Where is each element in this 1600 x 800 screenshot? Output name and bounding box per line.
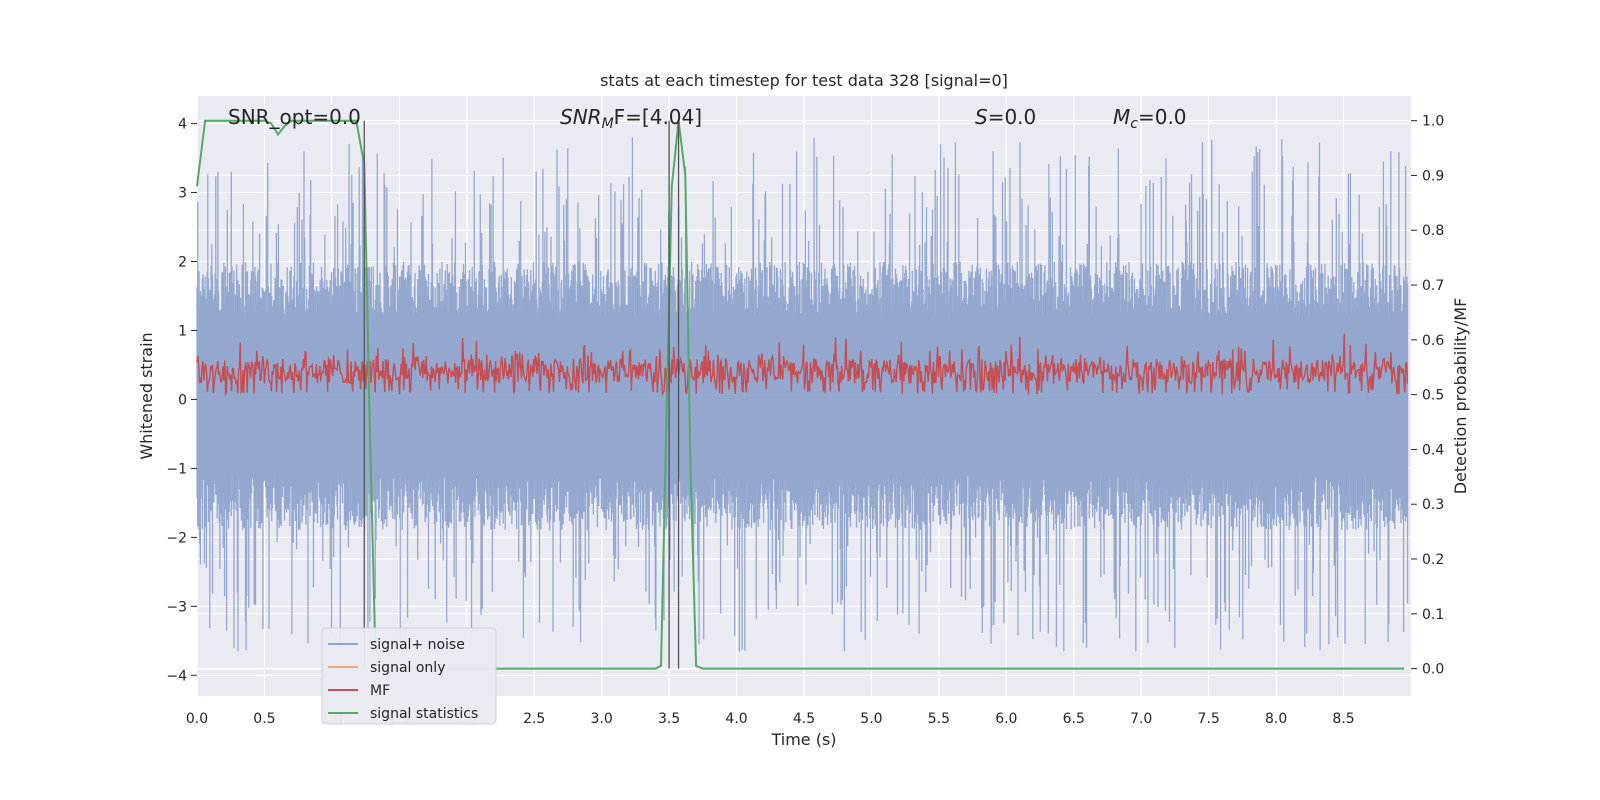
x-axis-title: Time (s) (770, 730, 836, 749)
signal-noise-line (196, 137, 1409, 654)
x-tick-label: 5.0 (860, 711, 882, 727)
x-tick-label: 8.5 (1332, 711, 1354, 727)
annotation-snr-mf: SNRMF=[4.04] (560, 105, 702, 132)
annotation-snr-opt: SNR_opt=0.0 (228, 105, 361, 129)
tick-labels: 0.00.51.01.52.02.53.03.54.04.55.05.56.06… (166, 114, 1444, 727)
y-left-tick-label: 2 (178, 255, 187, 271)
vertical-markers (363, 120, 680, 669)
y-left-tick-label: −2 (166, 530, 187, 546)
x-tick-label: 4.5 (793, 711, 815, 727)
annotations: SNR_opt=0.0 SNRMF=[4.04] S=0.0 Mc=0.0 (228, 105, 1187, 132)
y-right-tick-label: 0.4 (1422, 442, 1444, 458)
y-left-tick-label: −3 (166, 599, 187, 615)
x-tick-label: 6.5 (1063, 711, 1085, 727)
x-tick-label: 8.0 (1265, 711, 1287, 727)
y-left-tick-label: 0 (178, 392, 187, 408)
legend-entry: signal statistics (370, 706, 478, 722)
y-axis-left-title: Whitened strain (137, 332, 156, 459)
y-right-tick-label: 0.8 (1422, 223, 1444, 239)
y-axis-right-title: Detection probability/MF (1451, 298, 1470, 495)
y-left-tick-label: 1 (178, 323, 187, 339)
plot-title: stats at each timestep for test data 328… (600, 71, 1008, 90)
x-tick-label: 4.0 (725, 711, 747, 727)
x-tick-label: 2.5 (523, 711, 545, 727)
y-left-tick-label: 4 (178, 117, 187, 133)
y-right-tick-label: 0.3 (1422, 497, 1444, 513)
annotation-mc: Mc=0.0 (1113, 105, 1187, 132)
legend-entry: MF (370, 683, 390, 699)
x-tick-label: 7.0 (1130, 711, 1152, 727)
y-right-tick-label: 0.5 (1422, 388, 1444, 404)
legend: signal+ noise signal only MF signal statist… (321, 627, 497, 725)
annotation-s: S=0.0 (975, 105, 1036, 129)
y-right-tick-label: 1.0 (1422, 114, 1444, 130)
x-tick-label: 0.5 (253, 711, 275, 727)
y-right-tick-label: 0.6 (1422, 333, 1444, 349)
x-tick-label: 7.5 (1198, 711, 1220, 727)
series-signal-statistics (196, 119, 1405, 670)
x-tick-label: 0.0 (186, 711, 208, 727)
y-left-tick-label: 3 (178, 186, 187, 202)
series-signal-noise (196, 137, 1409, 654)
y-right-tick-label: 0.2 (1422, 552, 1444, 568)
x-tick-label: 6.0 (995, 711, 1017, 727)
legend-box (321, 627, 497, 725)
x-tick-label: 3.0 (591, 711, 613, 727)
legend-entry: signal+ noise (370, 637, 465, 653)
x-tick-label: 5.5 (928, 711, 950, 727)
signal-statistics-line (196, 119, 1405, 670)
mf-line (196, 333, 1409, 397)
y-right-tick-label: 0.1 (1422, 607, 1444, 623)
y-right-tick-label: 0.9 (1422, 168, 1444, 184)
y-left-tick-label: −4 (166, 668, 187, 684)
legend-entry: signal only (370, 660, 445, 676)
y-right-tick-label: 0.7 (1422, 278, 1444, 294)
x-tick-label: 3.5 (658, 711, 680, 727)
series-mf (196, 333, 1409, 397)
y-left-tick-label: −1 (166, 461, 187, 477)
y-right-tick-label: 0.0 (1422, 662, 1444, 678)
